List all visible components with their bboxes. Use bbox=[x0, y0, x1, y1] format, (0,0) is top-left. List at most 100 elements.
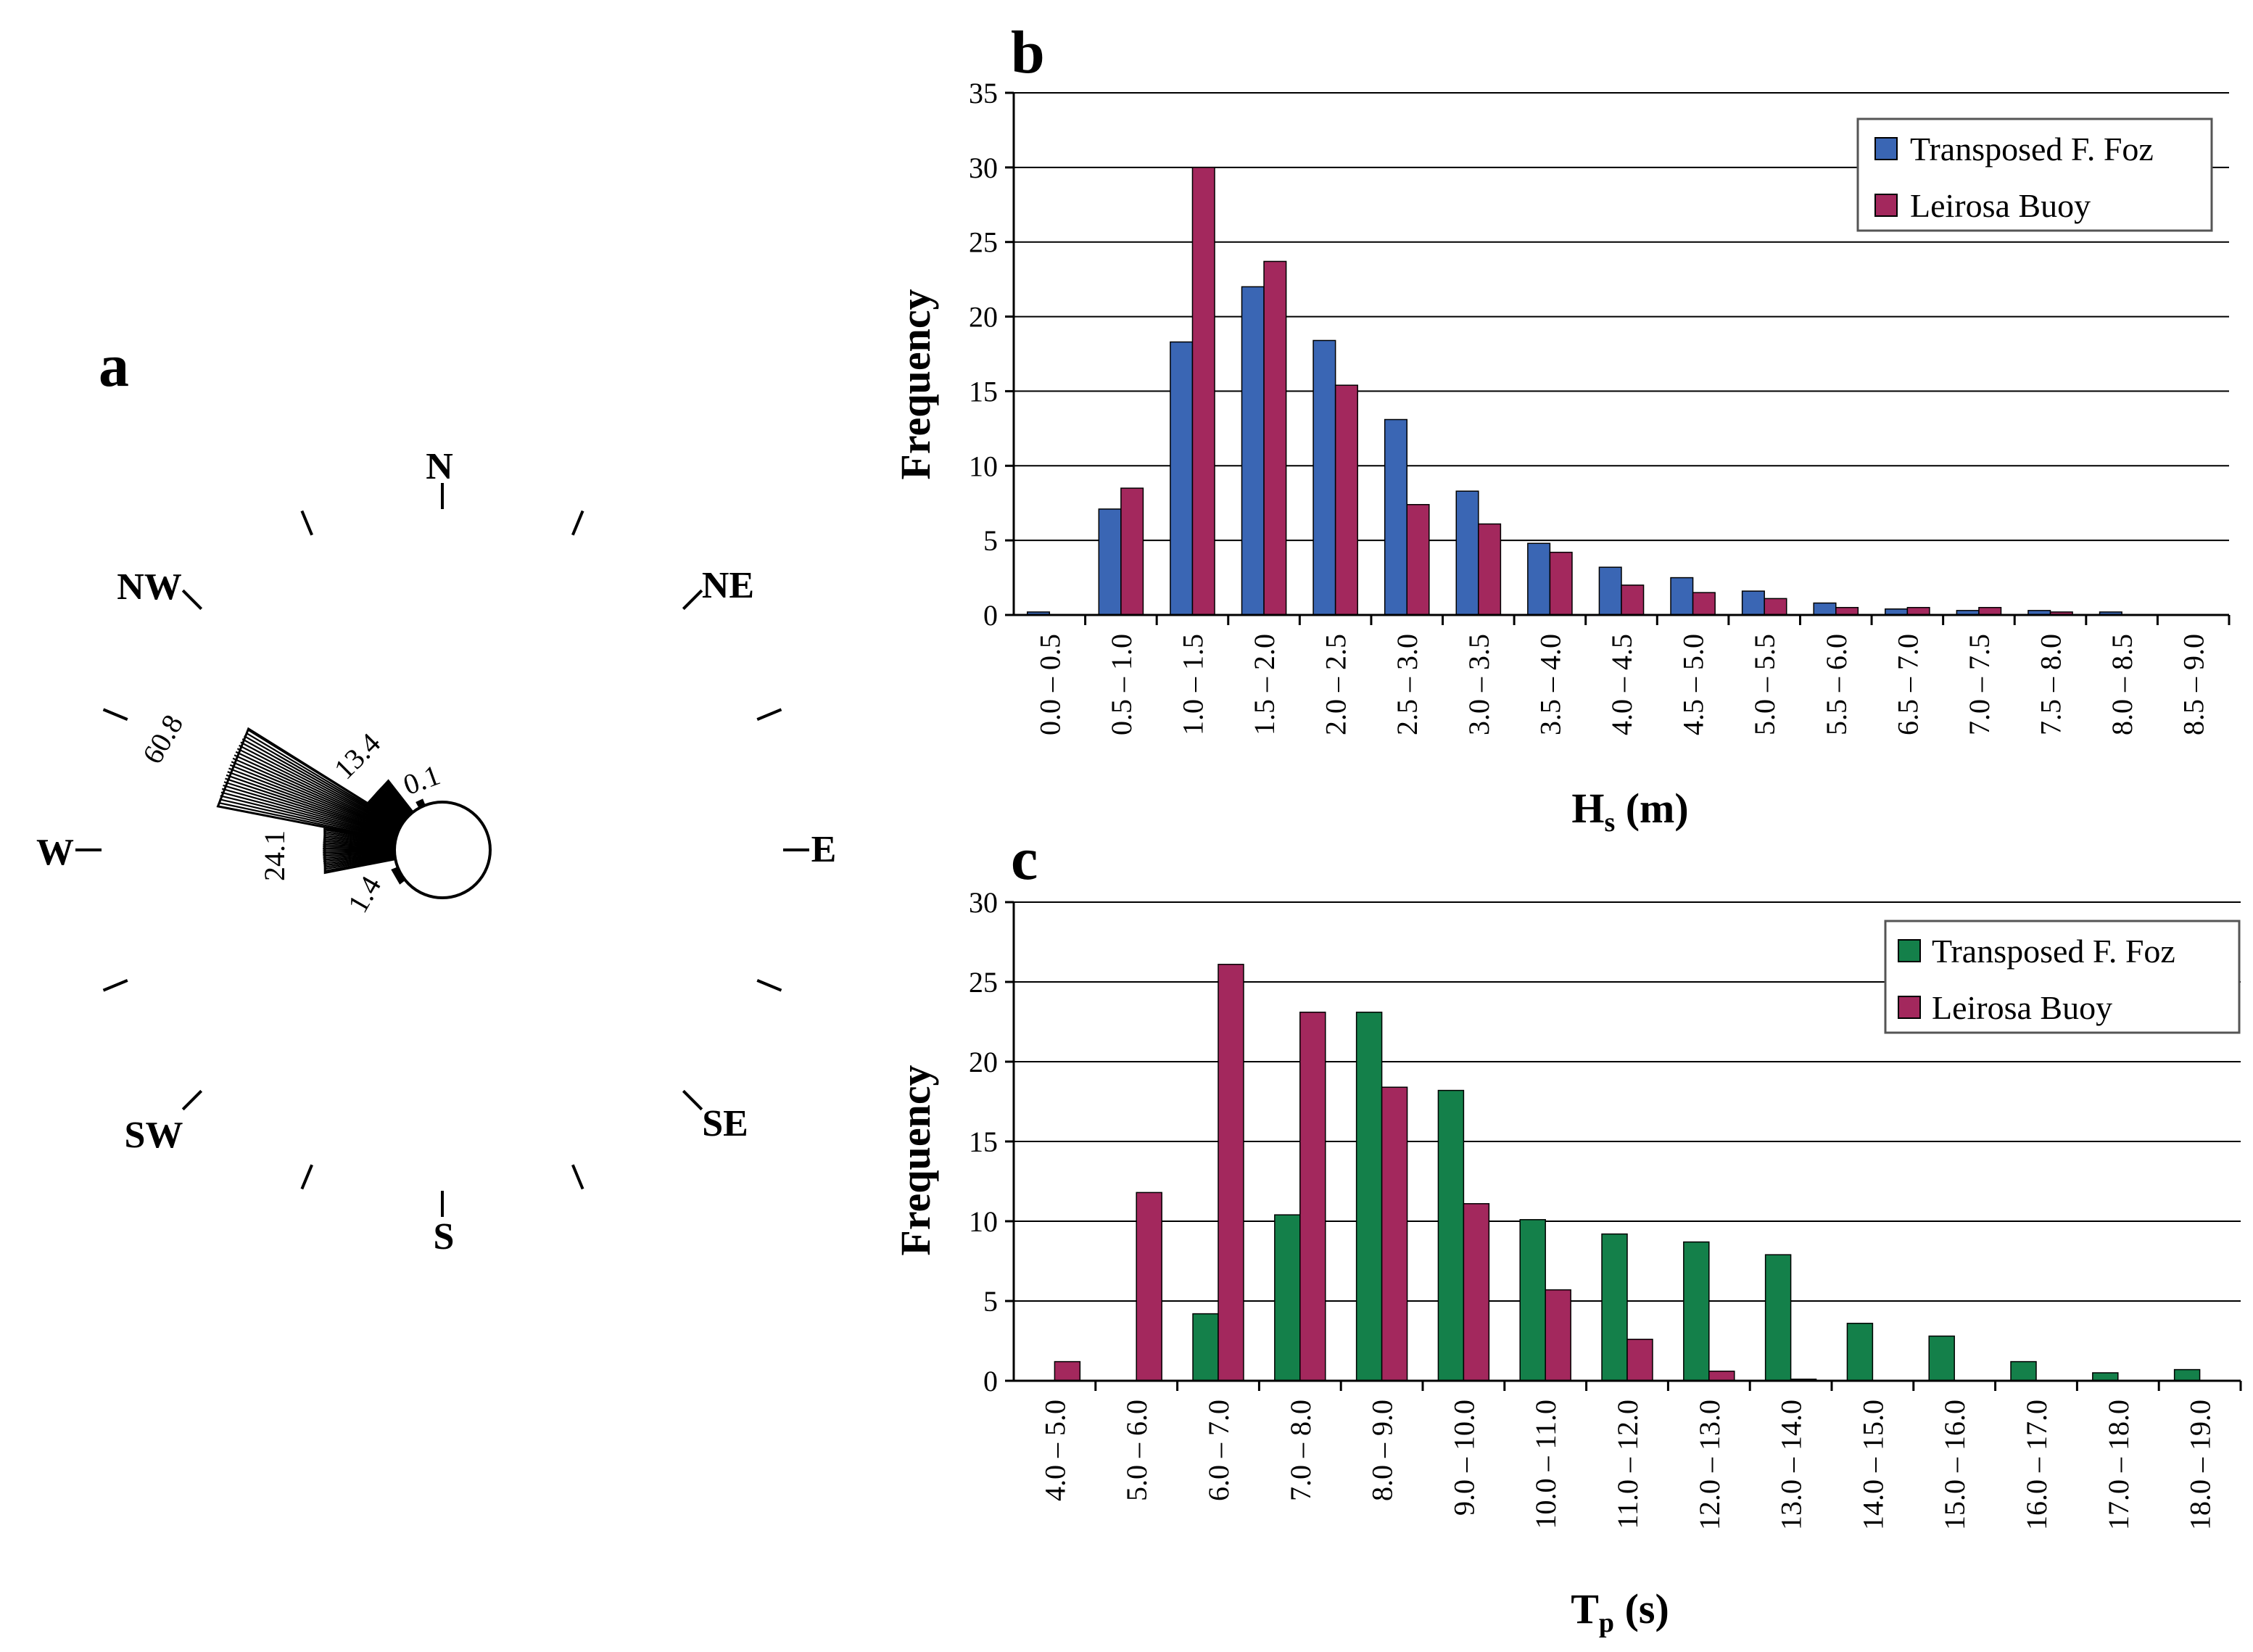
b-x-tick-label: 2.5 – 3.0 bbox=[1391, 634, 1423, 735]
b-x-tick-labels: 0.0 – 0.5 0.5 – 1.0 1.0 – 1.5 1.5 – 2.0 2.0 … bbox=[1033, 634, 2209, 735]
compass-tick bbox=[102, 708, 128, 721]
rose-sector-stroke bbox=[227, 771, 398, 835]
rose-sector-stroke bbox=[223, 784, 397, 838]
rose-center-circle bbox=[393, 801, 492, 899]
b-legend-swatch-leirosa bbox=[1874, 194, 1898, 217]
c-bars bbox=[1054, 964, 2201, 1382]
c-bar-foz bbox=[1274, 1214, 1301, 1382]
c-y-tick-label: 10 bbox=[969, 1205, 998, 1238]
c-y-tick-label: 25 bbox=[969, 966, 998, 999]
rose-sector-stroke bbox=[323, 851, 395, 857]
c-bar-foz bbox=[1846, 1323, 1874, 1382]
b-x-tick-label: 4.5 – 5.0 bbox=[1677, 634, 1710, 735]
rose-sector-stroke bbox=[371, 797, 405, 822]
rose-sector-stroke bbox=[233, 754, 400, 831]
c-x-tick-label: 17.0 – 18.0 bbox=[2102, 1400, 2135, 1530]
rose-sector-stroke bbox=[323, 840, 395, 848]
b-x-tick-label: 1.0 – 1.5 bbox=[1176, 634, 1209, 735]
rose-sector-stroke bbox=[323, 836, 395, 846]
rose-sector-stroke bbox=[379, 788, 409, 817]
b-gridlines bbox=[1014, 92, 2229, 542]
c-bar-leirosa bbox=[1545, 1289, 1571, 1382]
compass-tick bbox=[571, 510, 584, 536]
c-x-axis-title-main: T bbox=[1571, 1585, 1599, 1632]
rose-sector-stroke bbox=[226, 774, 397, 835]
c-x-tick-label: 13.0 – 14.0 bbox=[1775, 1400, 1808, 1530]
c-x-tick-label: 5.0 – 6.0 bbox=[1120, 1400, 1153, 1501]
rose-sector-stroke bbox=[241, 738, 401, 827]
b-x-tick-label: 2.0 – 2.5 bbox=[1320, 634, 1352, 735]
c-bar-foz bbox=[1601, 1233, 1628, 1382]
b-bar-foz bbox=[1312, 339, 1336, 616]
c-legend-label-leirosa: Leirosa Buoy bbox=[1932, 989, 2112, 1026]
compass-label-nw: NW bbox=[117, 566, 182, 608]
b-x-axis-title-unit: (m) bbox=[1615, 785, 1688, 832]
b-bar-leirosa bbox=[1621, 585, 1645, 616]
c-y-tick-label: 30 bbox=[969, 886, 998, 919]
compass-tick bbox=[756, 708, 782, 721]
c-legend: Transposed F. Foz Leirosa Buoy bbox=[1884, 920, 2241, 1034]
b-bar-foz bbox=[1241, 286, 1265, 616]
rose-sector-stroke bbox=[323, 854, 395, 864]
rose-sector-stroke bbox=[371, 798, 405, 823]
b-y-axis-title: Frequency bbox=[892, 289, 939, 479]
c-y-tick-labels: 0 5 10 15 20 25 30 bbox=[969, 886, 998, 1397]
c-bar-foz bbox=[1519, 1219, 1546, 1382]
c-x-axis-title-unit: (s) bbox=[1614, 1585, 1669, 1632]
c-y-tick-label: 20 bbox=[969, 1046, 998, 1078]
c-y-tick-label: 15 bbox=[969, 1126, 998, 1158]
b-legend-swatch-foz bbox=[1874, 137, 1898, 160]
compass-tick bbox=[300, 510, 313, 536]
compass-tick bbox=[682, 589, 703, 611]
b-bar-foz bbox=[1670, 577, 1694, 616]
b-x-tick-label: 4.0 – 4.5 bbox=[1605, 634, 1638, 735]
c-bar-foz bbox=[1683, 1241, 1710, 1382]
c-bar-leirosa bbox=[1381, 1086, 1408, 1382]
compass-tick bbox=[300, 1164, 313, 1190]
c-x-tick-labels: 4.0 – 5.0 5.0 – 6.0 6.0 – 7.0 7.0 – 8.0 8.0 … bbox=[1038, 1400, 2216, 1530]
c-legend-box bbox=[1884, 920, 2241, 1034]
c-bar-foz bbox=[2092, 1372, 2119, 1382]
c-x-tick-label: 18.0 – 19.0 bbox=[2184, 1400, 2217, 1530]
b-legend-label-leirosa: Leirosa Buoy bbox=[1910, 187, 2091, 224]
rose-sector-stroke bbox=[378, 788, 409, 818]
b-axes bbox=[1005, 91, 2231, 625]
b-bar-leirosa bbox=[1120, 487, 1144, 616]
rose-sector-stroke bbox=[372, 796, 405, 822]
rose-sector-stroke bbox=[323, 833, 395, 845]
rose-sector-outline bbox=[216, 727, 402, 842]
rose-value-0-1: 0.1 bbox=[399, 759, 444, 801]
rose-value-13-4: 13.4 bbox=[328, 727, 386, 785]
c-legend-label-foz: Transposed F. Foz bbox=[1932, 933, 2175, 970]
b-bar-leirosa bbox=[1835, 606, 1859, 616]
compass-tick bbox=[102, 979, 128, 992]
rose-sector-stroke bbox=[324, 856, 396, 870]
panel-a-label: a bbox=[99, 332, 129, 400]
wave-direction-rose: a N NE E SE S SW W NW 0.1 13.4 60.8 24.1… bbox=[36, 332, 836, 1257]
c-bar-foz bbox=[1355, 1012, 1383, 1382]
c-bar-foz bbox=[1928, 1335, 1955, 1382]
rose-sector-stroke bbox=[323, 842, 395, 848]
b-y-tick-label: 0 bbox=[983, 599, 998, 632]
rose-sector-stroke bbox=[220, 791, 397, 839]
rose-sector-stroke bbox=[239, 744, 400, 829]
b-bar-leirosa bbox=[1478, 523, 1502, 616]
compass-tick bbox=[682, 1089, 703, 1111]
b-bar-leirosa bbox=[1406, 504, 1430, 616]
b-legend-label-foz: Transposed F. Foz bbox=[1910, 131, 2154, 168]
compass-tick bbox=[181, 589, 203, 611]
b-bar-foz bbox=[1098, 508, 1122, 616]
rose-sector-stroke bbox=[323, 834, 395, 846]
b-x-tick-label: 7.0 – 7.5 bbox=[1963, 634, 1996, 735]
rose-sector bbox=[367, 779, 414, 825]
rose-sector-stroke bbox=[376, 790, 408, 819]
rose-value-60-8: 60.8 bbox=[136, 709, 189, 769]
c-bar-leirosa bbox=[1299, 1012, 1326, 1382]
b-x-tick-label: 7.5 – 8.0 bbox=[2035, 634, 2067, 735]
rose-sector-stroke bbox=[323, 855, 395, 867]
rose-sector-stroke bbox=[240, 741, 401, 828]
c-x-tick-label: 11.0 – 12.0 bbox=[1611, 1400, 1644, 1529]
rose-sector-stroke bbox=[323, 854, 395, 863]
rose-sector-stroke bbox=[323, 846, 395, 850]
